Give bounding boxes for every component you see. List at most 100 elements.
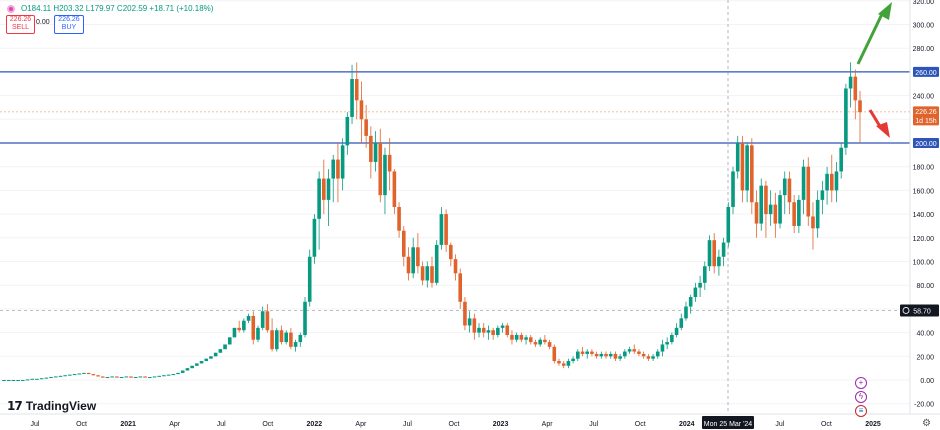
gear-icon[interactable]: ⚙ — [922, 418, 931, 429]
candle-body — [340, 145, 345, 179]
y-tick-label: 180.00 — [913, 165, 935, 172]
candle-body — [237, 327, 241, 331]
candle-body — [77, 373, 82, 375]
lightning-icon[interactable]: ϟ — [855, 391, 867, 403]
arrow-down-head — [876, 122, 890, 138]
logo-mark: 17 — [7, 399, 23, 413]
x-tick-label: 2022 — [307, 421, 323, 428]
time-axis[interactable]: Jul Oct 2021 Apr Jul Oct 2022 Apr Jul Oct 2023 Apr J… — [0, 413, 940, 428]
candle-body — [406, 256, 411, 274]
candle-body — [63, 375, 67, 377]
candle-body — [599, 353, 604, 357]
sell-label: SELL — [11, 24, 30, 31]
candle-body — [227, 337, 232, 345]
price-axis[interactable]: -20.000.0020.0040.0060.0080.00100.00120.… — [909, 0, 935, 414]
y-tick-label: 100.00 — [913, 260, 935, 267]
candle-body — [444, 214, 448, 245]
candle-body — [430, 266, 434, 283]
candle-body — [576, 351, 580, 359]
candle-body — [679, 318, 684, 328]
y-tick-label: 80.00 — [916, 283, 934, 290]
candle-body — [655, 351, 660, 357]
candle-body — [750, 145, 754, 203]
candle-body — [289, 332, 293, 347]
candle-body — [707, 240, 712, 267]
candle-body — [721, 242, 726, 257]
candle-body — [735, 143, 740, 172]
candle-body — [364, 119, 368, 136]
candle-body — [481, 327, 486, 333]
candle-body — [411, 247, 415, 274]
y-tick-label: 280.00 — [913, 46, 935, 53]
y-tick-label: 0.00 — [920, 378, 934, 385]
candle-body — [49, 377, 53, 379]
candle-body — [561, 363, 566, 366]
plus-icon[interactable]: + — [855, 377, 867, 389]
flag-icon[interactable]: ≡ — [855, 405, 867, 417]
candle-body — [293, 342, 298, 347]
x-tick-label: Oct — [449, 421, 460, 428]
candle-body — [256, 327, 260, 340]
ohlc-values: O184.11 H203.32 L179.97 C202.59 +18.71 (… — [21, 4, 214, 13]
candle-body — [801, 166, 806, 200]
candle-body — [670, 334, 674, 343]
symbol-icon[interactable] — [7, 4, 15, 13]
candle-body — [764, 185, 768, 215]
candle-body — [387, 154, 392, 172]
candle-body — [820, 190, 825, 200]
y-tick-label: 320.00 — [913, 0, 935, 6]
candle-body — [21, 380, 25, 381]
arrow-up-head — [878, 2, 892, 20]
candle-body — [594, 353, 599, 357]
candle-body — [627, 349, 632, 352]
candle-body — [119, 377, 124, 379]
price-tags: 260.00 200.00 226.26 1d 15h 58.70 Mon 25 Mar … — [702, 66, 939, 429]
candle-body — [688, 297, 693, 307]
candle-body — [383, 154, 387, 196]
x-tick-label: 2025 — [865, 421, 881, 428]
candle-body — [223, 344, 227, 350]
buy-label: BUY — [61, 24, 77, 31]
candle-body — [712, 240, 716, 267]
candle-body — [251, 316, 256, 340]
candle-body — [514, 334, 519, 340]
x-tick-label: Oct — [262, 421, 273, 428]
buy-button[interactable]: 226.26 BUY — [54, 15, 84, 34]
candle-body — [129, 376, 133, 378]
candle-body — [693, 287, 698, 298]
candle-body — [740, 143, 745, 191]
candle-body — [16, 380, 20, 381]
candle-body — [806, 166, 811, 217]
candle-body — [646, 356, 651, 359]
candle-body — [2, 380, 6, 381]
candle-body — [613, 353, 618, 359]
buy-price: 226.26 — [58, 16, 80, 23]
crosshair-date-label: Mon 25 Mar '24 — [704, 421, 753, 428]
candle-body — [425, 266, 430, 281]
candle-body — [190, 365, 194, 369]
candle-body — [209, 356, 213, 359]
candle-body — [439, 214, 444, 245]
candle-body — [829, 173, 834, 191]
candle-body — [853, 76, 858, 101]
x-tick-label: Apr — [542, 421, 554, 428]
candle-body — [768, 204, 773, 215]
sell-button[interactable]: 226.26 SELL — [6, 15, 35, 34]
candle-body — [397, 206, 401, 231]
candle-body — [651, 356, 655, 359]
candle-body — [717, 256, 721, 267]
candle-body — [152, 376, 157, 378]
horizontal-levels[interactable] — [0, 71, 910, 144]
candle-body — [378, 143, 383, 196]
candle-body — [359, 100, 364, 120]
candle-body — [331, 159, 336, 179]
candle-body — [420, 266, 425, 281]
candle-body — [180, 370, 185, 373]
candle-body — [702, 266, 707, 283]
candle-body — [434, 244, 439, 283]
candle-body — [787, 178, 792, 203]
candle-body — [284, 332, 288, 343]
x-tick-label: Oct — [821, 421, 832, 428]
tradingview-logo[interactable]: 17 TradingView — [7, 399, 96, 413]
